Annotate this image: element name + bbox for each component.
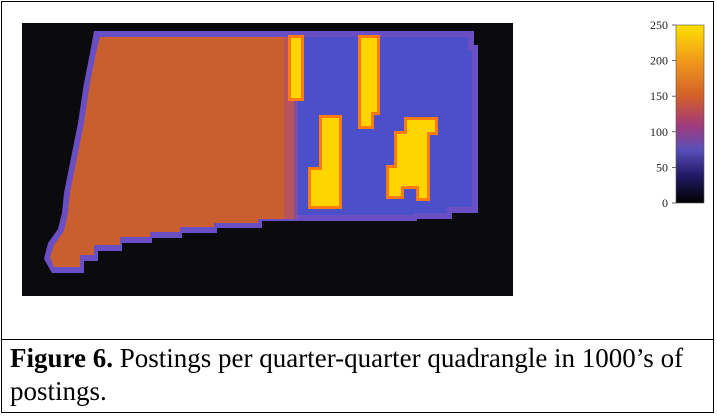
hotspot-3-core [311, 118, 339, 206]
hotspot-4-core [389, 120, 435, 198]
colorbar-tick-label: 50 [656, 160, 668, 174]
colorbar-tick-label: 250 [650, 20, 668, 32]
hotspot-2-core [361, 38, 377, 126]
hotspot-1-core [291, 38, 301, 98]
heatmap-map [22, 23, 513, 296]
figure-caption: Figure 6. Postings per quarter-quarter q… [10, 342, 710, 408]
colorbar-tick-label: 200 [650, 54, 668, 68]
colorbar-tick-label: 150 [650, 89, 668, 103]
colorbar-ticks: 0 50 100 150 200 250 [650, 20, 676, 210]
caption-divider [1, 339, 714, 340]
caption-label: Figure 6. [10, 343, 113, 373]
colorbar-tick-label: 0 [662, 196, 668, 210]
colorbar: 0 50 100 150 200 250 [650, 20, 705, 210]
western-region [50, 37, 294, 267]
colorbar-tick-label: 100 [650, 125, 668, 139]
colorbar-gradient [675, 24, 705, 204]
caption-text: Postings per quarter-quarter quadrangle … [10, 343, 684, 406]
